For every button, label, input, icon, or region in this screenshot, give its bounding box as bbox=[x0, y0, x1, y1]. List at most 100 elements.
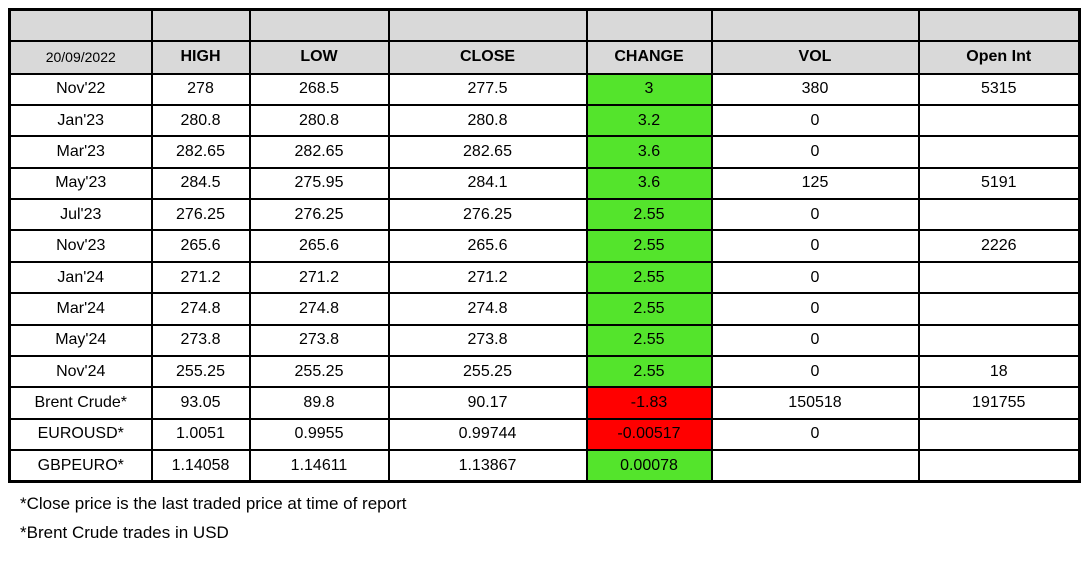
change-cell: -1.83 bbox=[585, 386, 713, 420]
spacer-cell bbox=[585, 8, 713, 42]
footnote-brent-usd: *Brent Crude trades in USD bbox=[20, 523, 229, 543]
high-cell: 1.14058 bbox=[150, 449, 251, 483]
vol-cell bbox=[710, 449, 920, 483]
low-cell: 276.25 bbox=[248, 198, 390, 232]
vol-cell: 380 bbox=[710, 72, 920, 106]
high-cell: 255.25 bbox=[150, 355, 251, 389]
vol-cell: 0 bbox=[710, 323, 920, 358]
table-body: Nov'22 278 268.5 277.5 3 380 5315 Jan'23 280.8 28… bbox=[8, 72, 1081, 483]
contract-cell: Jan'24 bbox=[8, 260, 153, 295]
contract-cell: GBPEURO* bbox=[8, 449, 153, 483]
column-header-close: CLOSE bbox=[387, 39, 588, 75]
contract-cell: Jul'23 bbox=[8, 198, 153, 232]
close-cell: 284.1 bbox=[387, 166, 588, 201]
vol-cell: 0 bbox=[710, 135, 920, 169]
low-cell: 268.5 bbox=[248, 72, 390, 106]
column-header-high: HIGH bbox=[150, 39, 251, 75]
close-cell: 1.13867 bbox=[387, 449, 588, 483]
vol-cell: 0 bbox=[710, 260, 920, 295]
open-int-cell bbox=[917, 198, 1081, 232]
close-cell: 255.25 bbox=[387, 355, 588, 389]
contract-cell: EUROUSD* bbox=[8, 417, 153, 452]
vol-cell: 0 bbox=[710, 229, 920, 263]
change-cell: 3.6 bbox=[585, 135, 713, 169]
vol-cell: 0 bbox=[710, 417, 920, 452]
low-cell: 275.95 bbox=[248, 166, 390, 201]
close-cell: 265.6 bbox=[387, 229, 588, 263]
open-int-cell: 2226 bbox=[917, 229, 1081, 263]
high-cell: 271.2 bbox=[150, 260, 251, 295]
open-int-cell bbox=[917, 292, 1081, 326]
change-cell: 2.55 bbox=[585, 292, 713, 326]
open-int-cell: 191755 bbox=[917, 386, 1081, 420]
open-int-cell bbox=[917, 103, 1081, 138]
vol-cell: 150518 bbox=[710, 386, 920, 420]
footnote-close-price: *Close price is the last traded price at… bbox=[20, 494, 407, 514]
change-cell: 3.6 bbox=[585, 166, 713, 201]
low-cell: 265.6 bbox=[248, 229, 390, 263]
contract-cell: Mar'23 bbox=[8, 135, 153, 169]
contract-cell: Nov'24 bbox=[8, 355, 153, 389]
high-cell: 273.8 bbox=[150, 323, 251, 358]
close-cell: 277.5 bbox=[387, 72, 588, 106]
low-cell: 255.25 bbox=[248, 355, 390, 389]
low-cell: 282.65 bbox=[248, 135, 390, 169]
contract-cell: Jan'23 bbox=[8, 103, 153, 138]
open-int-cell bbox=[917, 449, 1081, 483]
spacer-cell bbox=[248, 8, 390, 42]
low-cell: 89.8 bbox=[248, 386, 390, 420]
table-row: Jan'24 271.2 271.2 271.2 2.55 0 bbox=[8, 260, 1081, 295]
contract-cell: Mar'24 bbox=[8, 292, 153, 326]
open-int-cell bbox=[917, 135, 1081, 169]
close-cell: 271.2 bbox=[387, 260, 588, 295]
high-cell: 284.5 bbox=[150, 166, 251, 201]
open-int-cell bbox=[917, 260, 1081, 295]
open-int-cell: 5191 bbox=[917, 166, 1081, 201]
contract-cell: Nov'22 bbox=[8, 72, 153, 106]
table-row: Jul'23 276.25 276.25 276.25 2.55 0 bbox=[8, 198, 1081, 232]
low-cell: 0.9955 bbox=[248, 417, 390, 452]
open-int-cell bbox=[917, 323, 1081, 358]
table-row: Brent Crude* 93.05 89.8 90.17 -1.83 150518 191… bbox=[8, 386, 1081, 420]
contract-cell: May'24 bbox=[8, 323, 153, 358]
close-cell: 282.65 bbox=[387, 135, 588, 169]
spacer-cell bbox=[8, 8, 153, 42]
futures-price-table: 20/09/2022 HIGH LOW CLOSE CHANGE VOL Ope… bbox=[8, 8, 1081, 484]
close-cell: 280.8 bbox=[387, 103, 588, 138]
vol-cell: 0 bbox=[710, 355, 920, 389]
high-cell: 93.05 bbox=[150, 386, 251, 420]
table-row: Jan'23 280.8 280.8 280.8 3.2 0 bbox=[8, 103, 1081, 138]
vol-cell: 0 bbox=[710, 103, 920, 138]
open-int-cell: 5315 bbox=[917, 72, 1081, 106]
column-header-open-int: Open Int bbox=[917, 39, 1081, 75]
change-cell: 3 bbox=[585, 72, 713, 106]
high-cell: 282.65 bbox=[150, 135, 251, 169]
change-cell: 2.55 bbox=[585, 229, 713, 263]
low-cell: 1.14611 bbox=[248, 449, 390, 483]
contract-cell: Brent Crude* bbox=[8, 386, 153, 420]
open-int-cell bbox=[917, 417, 1081, 452]
high-cell: 280.8 bbox=[150, 103, 251, 138]
high-cell: 274.8 bbox=[150, 292, 251, 326]
low-cell: 280.8 bbox=[248, 103, 390, 138]
high-cell: 276.25 bbox=[150, 198, 251, 232]
spacer-row bbox=[8, 8, 1081, 42]
high-cell: 265.6 bbox=[150, 229, 251, 263]
low-cell: 274.8 bbox=[248, 292, 390, 326]
column-header-low: LOW bbox=[248, 39, 390, 75]
header-row: 20/09/2022 HIGH LOW CLOSE CHANGE VOL Ope… bbox=[8, 39, 1081, 75]
column-header-vol: VOL bbox=[710, 39, 920, 75]
change-cell: 2.55 bbox=[585, 260, 713, 295]
vol-cell: 125 bbox=[710, 166, 920, 201]
table-row: Nov'22 278 268.5 277.5 3 380 5315 bbox=[8, 72, 1081, 106]
close-cell: 0.99744 bbox=[387, 417, 588, 452]
table-row: May'23 284.5 275.95 284.1 3.6 125 5191 bbox=[8, 166, 1081, 201]
change-cell: 2.55 bbox=[585, 355, 713, 389]
column-header-change: CHANGE bbox=[585, 39, 713, 75]
spacer-cell bbox=[387, 8, 588, 42]
change-cell: 2.55 bbox=[585, 323, 713, 358]
close-cell: 273.8 bbox=[387, 323, 588, 358]
change-cell: -0.00517 bbox=[585, 417, 713, 452]
high-cell: 278 bbox=[150, 72, 251, 106]
change-cell: 2.55 bbox=[585, 198, 713, 232]
